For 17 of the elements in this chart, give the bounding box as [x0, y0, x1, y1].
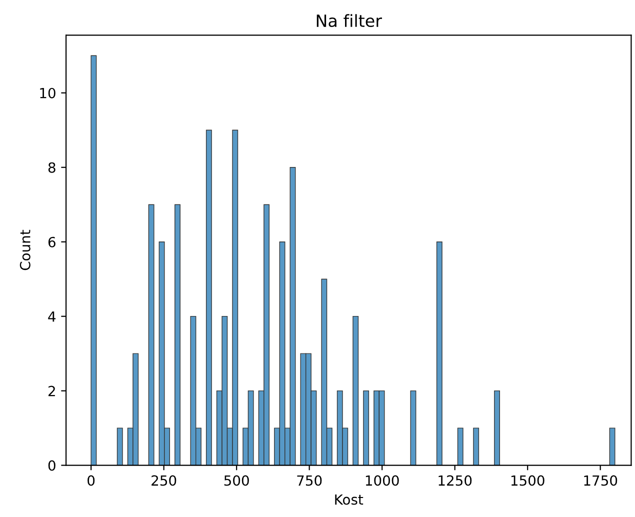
x-tick-label: 1750	[584, 475, 618, 486]
y-axis-title: Count	[20, 230, 30, 270]
x-tick-label: 1500	[511, 475, 544, 486]
y-tick-label: 0	[48, 460, 56, 471]
x-tick-label: 1000	[366, 475, 399, 486]
x-tick-label: 0	[88, 475, 95, 486]
y-tick-label: 2	[48, 386, 55, 396]
y-tick-label: 8	[48, 162, 56, 173]
y-tick-label: 6	[48, 236, 56, 248]
x-axis-title: Kost	[335, 494, 364, 505]
y-tick-label: 4	[48, 311, 56, 322]
x-tick-label: 500	[224, 475, 249, 486]
y-tick-label: 10	[40, 88, 56, 98]
x-tick-label: 750	[297, 475, 322, 486]
x-tick-label: 1250	[438, 475, 472, 486]
chart-title: Na filter	[316, 14, 382, 28]
x-tick-label: 250	[152, 475, 176, 486]
